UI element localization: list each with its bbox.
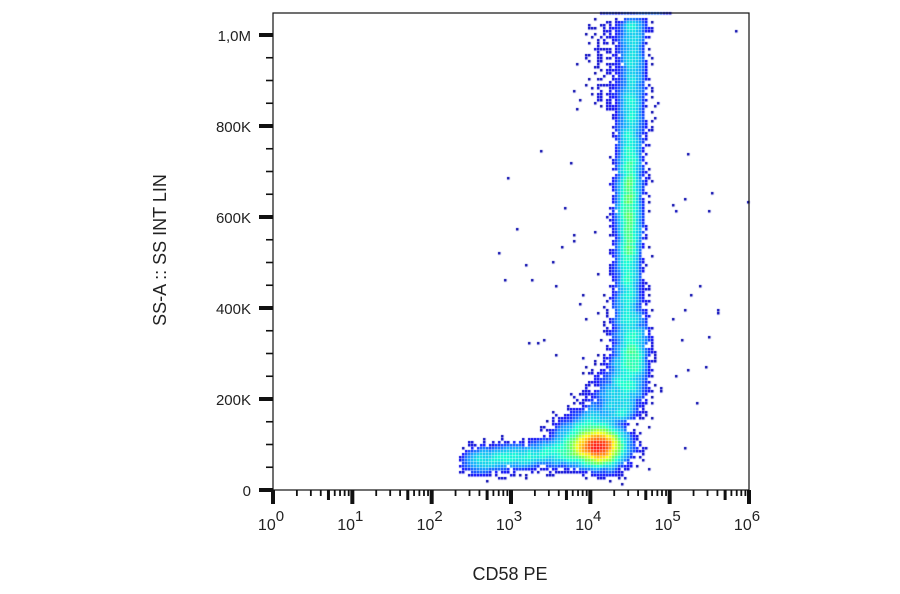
x-tick-label: 101 bbox=[337, 508, 363, 534]
x-tick-label: 100 bbox=[258, 508, 284, 534]
x-tick-label: 104 bbox=[575, 508, 601, 534]
plot-frame bbox=[272, 12, 750, 491]
y-axis-ticks: 0 200K 400K 600K 800K 1,0M bbox=[216, 28, 273, 500]
x-tick-label: 105 bbox=[655, 508, 681, 534]
y-tick-label: 600K bbox=[216, 210, 251, 227]
x-axis-label: CD58 PE bbox=[472, 564, 547, 584]
y-axis-label: SS-A :: SS INT LIN bbox=[150, 174, 170, 326]
y-tick-label: 200K bbox=[216, 392, 251, 409]
y-tick-label: 0 bbox=[243, 483, 251, 500]
y-tick-label: 400K bbox=[216, 301, 251, 318]
x-tick-label: 106 bbox=[734, 508, 760, 534]
y-tick-label: 800K bbox=[216, 119, 251, 136]
x-axis-ticks: 100 101 102 103 104 105 106 bbox=[258, 490, 760, 534]
y-tick-label: 1,0M bbox=[218, 28, 251, 45]
x-tick-label: 103 bbox=[496, 508, 522, 534]
x-tick-label: 102 bbox=[417, 508, 443, 534]
